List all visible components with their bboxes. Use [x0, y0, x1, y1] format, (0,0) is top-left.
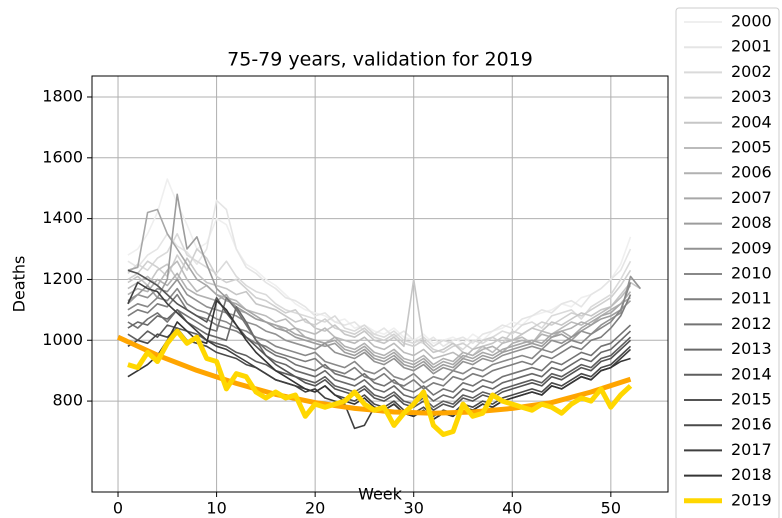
series-line — [127, 272, 632, 366]
chart-title: 75-79 years, validation for 2019 — [227, 49, 533, 71]
legend-label: 2017 — [731, 440, 772, 459]
series-line — [127, 327, 632, 418]
x-tick-label: 40 — [502, 499, 522, 518]
series-line — [127, 275, 642, 375]
legend-label: 2015 — [731, 390, 772, 409]
x-axis-label: Week — [358, 485, 403, 504]
x-tick-label: 20 — [305, 499, 325, 518]
x-tick-label: 10 — [206, 499, 226, 518]
legend-label: 2009 — [731, 238, 772, 257]
legend-label: 2010 — [731, 264, 772, 283]
series-line — [127, 208, 631, 369]
legend-label: 2014 — [731, 364, 772, 383]
legend-label: 2018 — [731, 465, 772, 484]
series-line — [127, 233, 632, 351]
plot-frame — [91, 75, 669, 493]
legend-label: 2002 — [731, 62, 772, 81]
legend-label: 2011 — [731, 289, 772, 308]
series-line — [127, 324, 632, 408]
series-line — [127, 248, 632, 354]
legend-label: 2019 — [731, 490, 772, 509]
series-line — [127, 328, 633, 437]
y-tick-label: 1600 — [42, 147, 83, 166]
series-line — [127, 257, 641, 357]
series-line — [127, 296, 632, 396]
legend-label: 2007 — [731, 188, 772, 207]
y-tick-label: 1200 — [42, 269, 83, 288]
legend-label: 2001 — [731, 37, 772, 56]
y-tick-label: 1800 — [42, 86, 83, 105]
y-axis-label: Deaths — [10, 256, 29, 313]
legend-label: 2003 — [731, 87, 772, 106]
legend-label: 2005 — [731, 138, 772, 157]
series-line — [127, 269, 632, 411]
y-tick-label: 1000 — [42, 330, 83, 349]
fit-line — [116, 334, 632, 416]
series-line — [127, 199, 632, 348]
x-tick-label: 30 — [404, 499, 424, 518]
series-line — [127, 282, 632, 384]
legend-label: 2012 — [731, 314, 772, 333]
legend-label: 2016 — [731, 415, 772, 434]
x-tick-label: 0 — [113, 499, 123, 518]
legend-label: 2004 — [731, 112, 772, 131]
legend-label: 2008 — [731, 213, 772, 232]
y-tick-label: 1400 — [42, 208, 83, 227]
legend-label: 2000 — [731, 12, 772, 31]
series-line — [127, 306, 632, 402]
legend-box — [675, 7, 780, 518]
legend-label: 2013 — [731, 339, 772, 358]
x-tick-label: 50 — [601, 499, 621, 518]
series-line — [127, 193, 632, 372]
y-tick-label: 800 — [52, 391, 83, 410]
legend-label: 2006 — [731, 163, 772, 182]
